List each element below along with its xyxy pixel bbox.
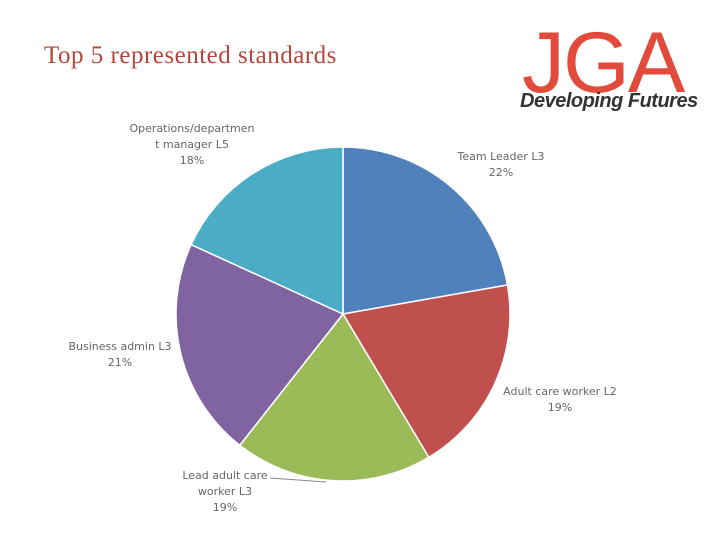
slice-value: 18% [179, 154, 205, 167]
slice-value: 21% [107, 356, 133, 369]
logo: JGA [522, 15, 685, 111]
pie-slice [175, 243, 345, 447]
slice-name: Lead adult care worker L3 [182, 469, 268, 498]
chart-title: Top 5 represented standards [44, 42, 337, 69]
slice-label: Operations/department manager L5 18% [130, 121, 255, 169]
slice-label: Business admin L3 21% [55, 339, 185, 371]
pie-slice [190, 146, 344, 316]
slice-name: Team Leader L3 [457, 150, 545, 163]
slice-name: Adult care worker L2 [503, 385, 617, 398]
slice-value: 19% [212, 501, 238, 514]
leader-line [269, 477, 327, 483]
pie-slice [341, 284, 511, 459]
logo-tagline: Developing Futures [520, 90, 698, 112]
slice-name: Business admin L3 [68, 340, 172, 353]
slice-label: Team Leader L3 22% [446, 149, 556, 181]
slice-label: Lead adult care worker L3 19% [180, 468, 270, 516]
slice-value: 22% [488, 166, 514, 179]
pie-slice [238, 312, 430, 482]
slice-label: Adult care worker L2 19% [495, 384, 625, 416]
pie-slice [342, 146, 509, 315]
slice-value: 19% [547, 401, 573, 414]
slice-name: Operations/department manager L5 [129, 122, 255, 151]
